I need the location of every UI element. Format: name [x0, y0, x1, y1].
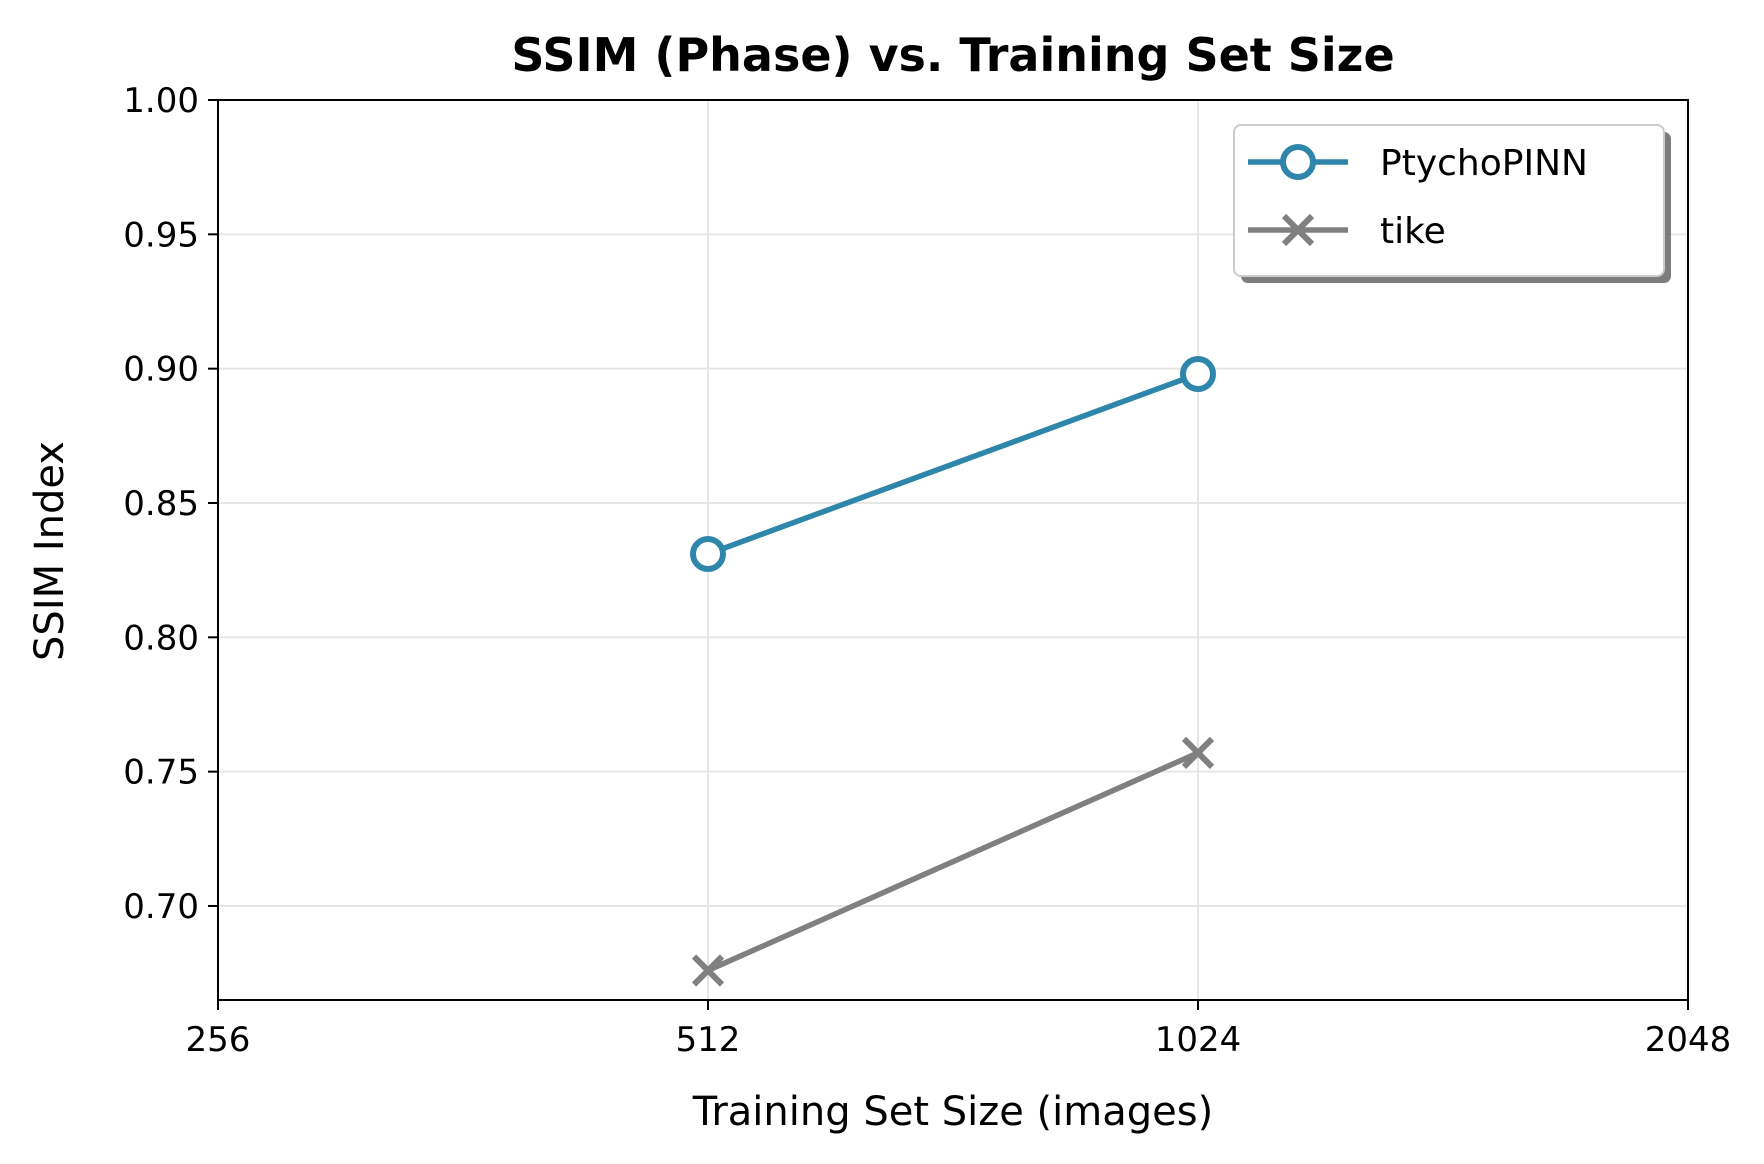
- legend-item-ptychopinn: PtychoPINN: [1248, 143, 1588, 184]
- x-axis: 256 512 1024 2048: [186, 1000, 1732, 1060]
- x-tick-label: 512: [676, 1020, 741, 1060]
- legend: PtychoPINN tike: [1233, 124, 1671, 283]
- x-tick-label: 2048: [1645, 1020, 1732, 1060]
- legend-item-tike: tike: [1248, 211, 1446, 252]
- y-tick-label: 0.90: [123, 350, 199, 390]
- y-tick-label: 0.95: [123, 215, 199, 255]
- legend-items: PtychoPINN tike: [1248, 143, 1588, 252]
- y-tick-label: 1.00: [123, 81, 199, 121]
- legend-marker-ptychopinn: [1280, 144, 1316, 180]
- x-marker-stroke: [691, 954, 725, 987]
- y-axis-label: SSIM Index: [27, 441, 73, 661]
- data-point-ptychopinn: [690, 536, 726, 573]
- series-line-ptychopinn: [707, 371, 1199, 557]
- data-point-ptychopinn: [1180, 356, 1216, 393]
- y-tick-label: 0.70: [123, 887, 199, 927]
- plot-frame: [217, 99, 1689, 1001]
- series-ptychopinn: [690, 356, 1216, 573]
- x-tick-label: 256: [186, 1020, 251, 1060]
- x-axis-label: Training Set Size (images): [692, 1089, 1213, 1135]
- series-line-tike: [706, 750, 1200, 973]
- legend-label-ptychopinn: PtychoPINN: [1380, 143, 1588, 184]
- legend-marker-tike: [1281, 213, 1315, 247]
- data-point-tike: [691, 954, 725, 987]
- series-tike: [691, 736, 1215, 987]
- y-tick-label: 0.80: [123, 618, 199, 658]
- data-point-tike: [1181, 736, 1215, 769]
- series-layer: [690, 356, 1216, 987]
- legend-label-tike: tike: [1380, 211, 1446, 252]
- y-tick-label: 0.75: [123, 753, 199, 793]
- x-marker-stroke: [1181, 736, 1215, 769]
- y-axis: 0.70 0.75 0.80 0.85 0.90 0.95 1.00: [123, 81, 218, 927]
- x-marker-stroke: [1281, 213, 1315, 247]
- x-tick-label: 1024: [1155, 1020, 1242, 1060]
- y-tick-label: 0.85: [123, 484, 199, 524]
- chart-title: SSIM (Phase) vs. Training Set Size: [511, 28, 1394, 82]
